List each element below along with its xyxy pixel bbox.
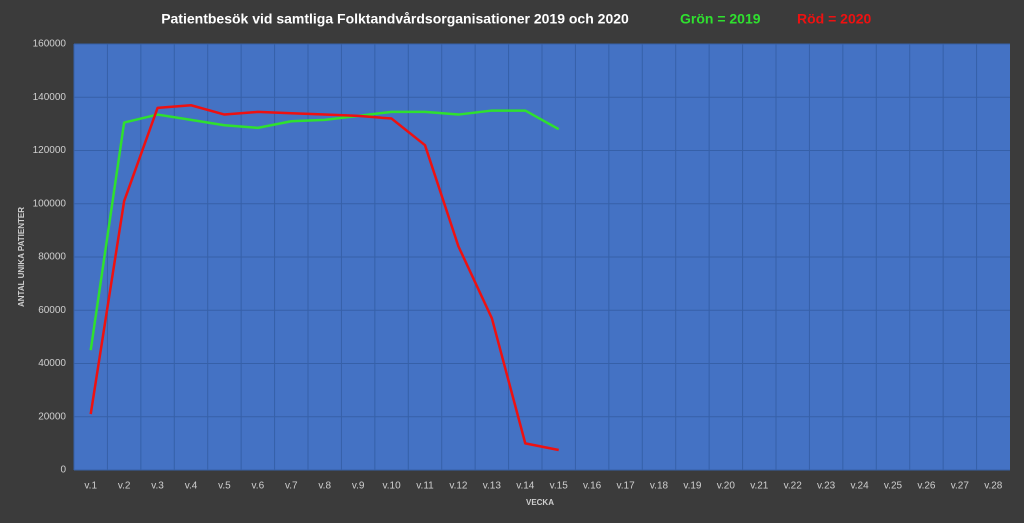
x-tick-label: v.5	[218, 481, 231, 492]
x-tick-label: v.20	[717, 481, 736, 492]
x-tick-label: v.15	[550, 481, 569, 492]
x-tick-label: v.18	[650, 481, 669, 492]
x-tick-label: v.12	[449, 481, 468, 492]
x-tick-label: v.3	[151, 481, 164, 492]
series-line	[89, 103, 559, 452]
y-tick-label: 140000	[33, 92, 67, 103]
x-tick-label: v.2	[118, 481, 131, 492]
x-tick-label: v.7	[285, 481, 298, 492]
x-tick-label: v.13	[483, 481, 502, 492]
x-tick-label: v.28	[984, 481, 1003, 492]
series-line	[89, 109, 560, 351]
x-tick-label: v.16	[583, 481, 602, 492]
x-tick-label: v.17	[616, 481, 635, 492]
x-tick-label: v.25	[884, 481, 903, 492]
x-tick-label: v.4	[185, 481, 198, 492]
y-axis-label: ANTAL UNIKA PATIENTER	[17, 207, 26, 307]
x-tick-label: v.10	[382, 481, 401, 492]
y-tick-label: 40000	[38, 358, 66, 369]
x-tick-label: v.23	[817, 481, 836, 492]
x-tick-label: v.1	[84, 481, 97, 492]
legend-label: Röd = 2020	[797, 11, 872, 27]
y-tick-label: 120000	[33, 145, 67, 156]
x-tick-label: v.6	[252, 481, 265, 492]
x-tick-label: v.14	[516, 481, 535, 492]
x-tick-label: v.22	[784, 481, 803, 492]
x-axis-label: VECKA	[526, 498, 554, 507]
y-tick-label: 160000	[33, 39, 67, 50]
y-tick-label: 0	[60, 465, 66, 476]
y-tick-label: 80000	[38, 252, 66, 263]
legend-label: Grön = 2019	[680, 11, 761, 27]
x-tick-label: v.26	[917, 481, 936, 492]
chart-title: Patientbesök vid samtliga Folktandvårdso…	[161, 11, 629, 27]
x-tick-label: v.11	[416, 481, 434, 492]
y-tick-label: 20000	[38, 411, 66, 422]
x-tick-label: v.27	[951, 481, 970, 492]
x-tick-label: v.19	[683, 481, 702, 492]
x-tick-label: v.24	[850, 481, 869, 492]
x-tick-label: v.8	[318, 481, 331, 492]
x-tick-label: v.9	[352, 481, 365, 492]
x-tick-label: v.21	[750, 481, 769, 492]
y-tick-label: 100000	[33, 198, 67, 209]
y-tick-label: 60000	[38, 305, 66, 316]
